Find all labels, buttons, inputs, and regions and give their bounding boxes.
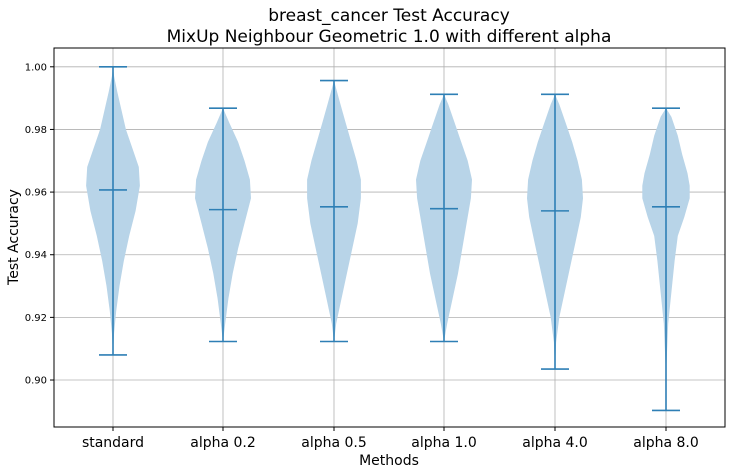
x-tick-label: alpha 8.0: [633, 435, 699, 451]
y-tick-label: 0.96: [25, 188, 47, 199]
x-tick-label: standard: [82, 435, 144, 451]
grid: [54, 48, 725, 427]
x-tick-label: alpha 0.2: [190, 435, 256, 451]
y-tick-label: 0.98: [25, 125, 47, 136]
y-tick-label: 0.94: [25, 250, 47, 261]
violins: [86, 65, 690, 412]
chart-title-line-2: MixUp Neighbour Geometric 1.0 with diffe…: [167, 27, 612, 47]
y-tick-label: 0.90: [25, 376, 47, 387]
ticks: 0.90 0.92 0.94 0.96 0.98 1.00 standard alpha 0.…: [25, 62, 699, 451]
x-tick-label: alpha 0.5: [301, 435, 367, 451]
x-tick-label: alpha 4.0: [522, 435, 588, 451]
y-tick-label: 1.00: [25, 62, 47, 73]
plot-frame: [53, 47, 726, 428]
y-axis-label: Test Accuracy: [6, 189, 22, 286]
y-tick-label: 0.92: [25, 313, 47, 324]
x-tick-label: alpha 1.0: [411, 435, 477, 451]
x-axis-label: Methods: [359, 453, 419, 469]
chart-title-line-1: breast_cancer Test Accuracy: [268, 6, 510, 26]
